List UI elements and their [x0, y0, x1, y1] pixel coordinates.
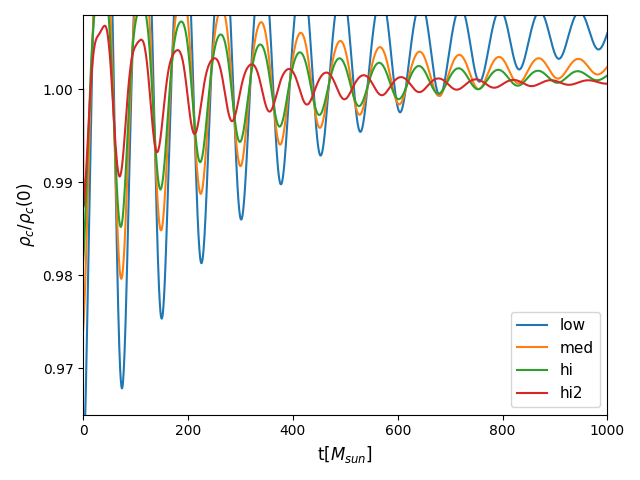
- Line: hi2: hi2: [83, 25, 607, 207]
- hi2: [394, 75, 402, 81]
- hi2: [100, 23, 108, 28]
- med: [511, 78, 518, 84]
- hi: [511, 82, 518, 87]
- low: [280, 169, 287, 175]
- med: [604, 64, 611, 70]
- hi2: [470, 76, 478, 82]
- hi: [280, 114, 287, 120]
- hi2: [511, 77, 518, 83]
- low: [79, 468, 87, 474]
- hi2: [420, 86, 428, 92]
- low: [604, 30, 611, 36]
- med: [280, 131, 287, 136]
- hi: [420, 68, 428, 73]
- hi2: [79, 86, 87, 92]
- med: [79, 327, 87, 333]
- X-axis label: t[$M_{sun}$]: t[$M_{sun}$]: [317, 444, 373, 465]
- med: [175, 0, 182, 2]
- Line: hi: hi: [83, 0, 607, 262]
- hi: [79, 259, 87, 264]
- hi2: [79, 204, 87, 210]
- low: [420, 6, 428, 12]
- med: [420, 54, 428, 60]
- low: [511, 57, 518, 63]
- low: [394, 104, 401, 110]
- hi2: [175, 48, 182, 53]
- hi: [604, 72, 611, 78]
- low: [470, 66, 478, 72]
- Y-axis label: $\rho_c/\rho_c(0)$: $\rho_c/\rho_c(0)$: [15, 182, 37, 247]
- hi: [175, 22, 182, 27]
- hi: [470, 84, 478, 90]
- med: [470, 82, 478, 88]
- med: [394, 100, 401, 106]
- hi2: [604, 81, 611, 86]
- Line: med: med: [83, 0, 607, 330]
- Legend: low, med, hi, hi2: low, med, hi, hi2: [511, 312, 600, 407]
- hi2: [280, 71, 287, 76]
- Line: low: low: [83, 0, 607, 471]
- hi: [394, 96, 401, 102]
